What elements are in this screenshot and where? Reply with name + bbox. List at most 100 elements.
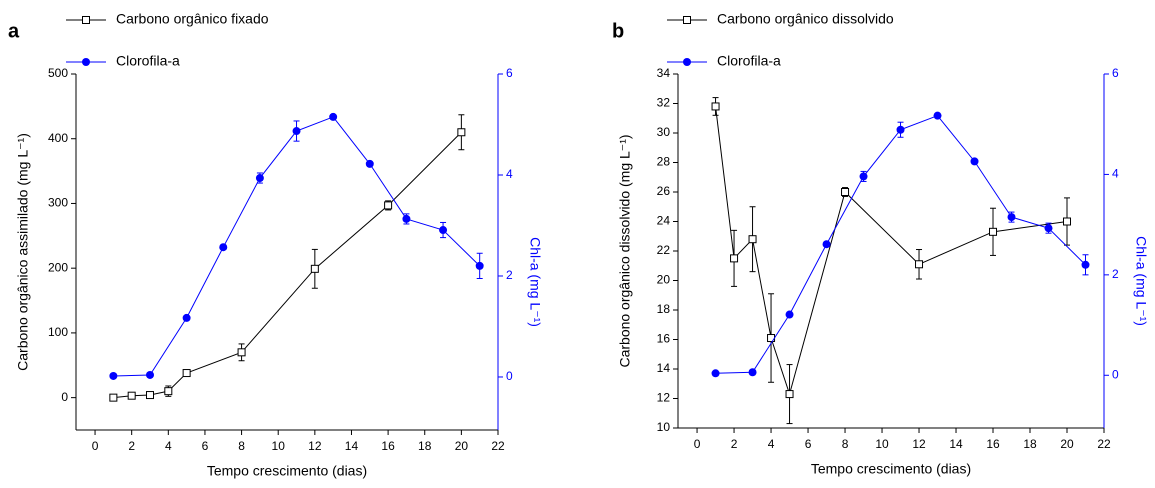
y-tick-label: 18: [657, 302, 671, 316]
marker: [711, 369, 720, 378]
y2-tick-label: 0: [1112, 367, 1119, 381]
x-tick-label: 4: [165, 439, 172, 453]
marker: [711, 102, 720, 111]
y-tick-label: 10: [657, 420, 671, 434]
marker: [748, 368, 757, 377]
y-tick-label: 22: [657, 243, 671, 257]
marker: [384, 201, 393, 210]
x-axis-label: Tempo crescimento (dias): [811, 461, 971, 477]
y-axis-label: Carbono orgânico dissolvido (mg L⁻¹): [617, 134, 633, 367]
marker: [365, 159, 374, 168]
x-tick-label: 12: [308, 439, 322, 453]
marker: [182, 313, 191, 322]
marker: [933, 111, 942, 120]
legend-marker: [82, 16, 90, 24]
series-line: [715, 106, 1068, 396]
x-tick-label: 16: [381, 439, 395, 453]
marker: [329, 112, 338, 121]
series-line: [113, 116, 481, 377]
marker: [255, 174, 264, 183]
y-tick-label: 32: [657, 96, 671, 110]
marker: [182, 369, 191, 378]
y-tick-label: 26: [657, 184, 671, 198]
marker: [1044, 224, 1053, 233]
x-tick-label: 10: [272, 439, 286, 453]
marker: [127, 391, 136, 400]
marker: [402, 214, 411, 223]
marker: [164, 387, 173, 396]
x-tick-label: 22: [1097, 437, 1111, 451]
y-tick-label: 0: [61, 390, 68, 404]
marker: [109, 393, 118, 402]
x-tick-label: 12: [912, 437, 926, 451]
marker: [730, 254, 739, 263]
marker: [915, 260, 924, 269]
marker: [219, 243, 228, 252]
marker: [785, 310, 794, 319]
y-tick-label: 20: [657, 273, 671, 287]
marker: [310, 264, 319, 273]
x-tick-label: 18: [418, 439, 432, 453]
x-tick-label: 2: [731, 437, 738, 451]
x-tick-label: 20: [1060, 437, 1074, 451]
x-tick-label: 8: [238, 439, 245, 453]
y-axis-label: Carbono orgânico assimilado (mg L⁻¹): [15, 133, 31, 371]
marker: [1081, 260, 1090, 269]
marker: [822, 240, 831, 249]
y-tick-label: 16: [657, 332, 671, 346]
y2-tick-label: 2: [1112, 267, 1119, 281]
legend-label: Clorofila-a: [717, 53, 781, 69]
x-tick-label: 8: [842, 437, 849, 451]
y-tick-label: 28: [657, 155, 671, 169]
x-tick-label: 2: [128, 439, 135, 453]
x-tick-label: 18: [1023, 437, 1037, 451]
marker: [1007, 213, 1016, 222]
x-tick-label: 16: [986, 437, 1000, 451]
legend-marker: [82, 58, 90, 66]
y-tick-label: 400: [48, 131, 68, 145]
marker: [237, 348, 246, 357]
y2-tick-label: 0: [506, 369, 513, 383]
marker: [896, 125, 905, 134]
legend-label: Carbono orgânico fixado: [116, 11, 269, 27]
legend-label: Clorofila-a: [116, 53, 180, 69]
x-tick-label: 0: [694, 437, 701, 451]
y-tick-label: 300: [48, 196, 68, 210]
x-tick-label: 6: [202, 439, 209, 453]
x-tick-label: 0: [92, 439, 99, 453]
marker: [841, 188, 850, 196]
legend-marker: [683, 16, 691, 24]
x-tick-label: 20: [455, 439, 469, 453]
marker: [145, 370, 154, 379]
y-tick-label: 24: [657, 214, 671, 228]
series-line: [113, 131, 462, 399]
y-tick-label: 100: [48, 325, 68, 339]
marker: [292, 127, 301, 136]
y-tick-label: 34: [657, 66, 671, 80]
x-tick-label: 6: [805, 437, 812, 451]
y2-tick-label: 6: [1112, 66, 1119, 80]
panel-label: b: [612, 20, 624, 42]
marker: [989, 227, 998, 236]
y2-axis-label: Chl-a (mg L⁻¹): [527, 237, 543, 327]
legend-label: Carbono orgânico dissolvido: [717, 11, 894, 27]
marker: [785, 390, 794, 399]
y-tick-label: 12: [657, 391, 671, 405]
y2-axis-label: Chl-a (mg L⁻¹): [1133, 236, 1149, 326]
x-tick-label: 14: [949, 437, 963, 451]
y-tick-label: 14: [657, 361, 671, 375]
y2-tick-label: 6: [506, 66, 513, 80]
y-tick-label: 200: [48, 260, 68, 274]
x-axis-label: Tempo crescimento (dias): [207, 463, 367, 479]
marker: [1063, 217, 1072, 226]
marker: [109, 371, 118, 380]
marker: [970, 157, 979, 166]
marker: [859, 172, 868, 181]
legend-marker: [683, 58, 691, 66]
x-tick-label: 22: [491, 439, 505, 453]
y-tick-label: 30: [657, 125, 671, 139]
y2-tick-label: 2: [506, 268, 513, 282]
x-tick-label: 14: [345, 439, 359, 453]
x-tick-label: 10: [875, 437, 889, 451]
